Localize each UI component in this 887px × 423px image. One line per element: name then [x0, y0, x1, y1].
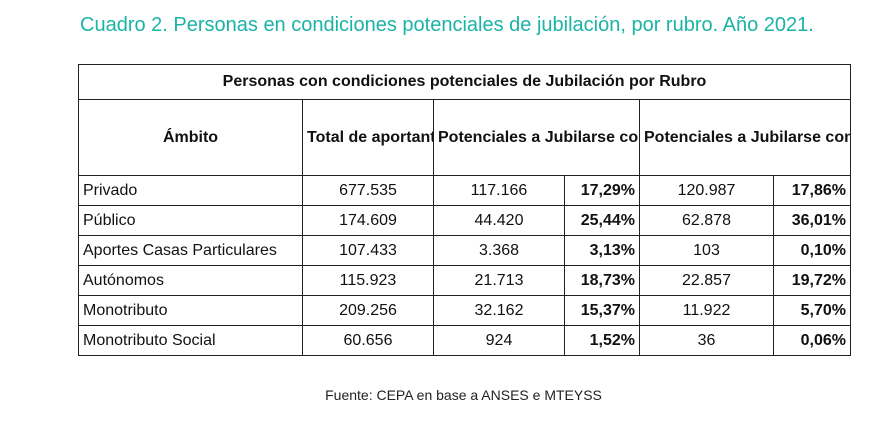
cell-g1-pct: 1,52% — [564, 325, 640, 356]
cell-total: 107.433 — [302, 235, 434, 266]
cell-total: 174.609 — [302, 205, 434, 236]
cell-g1-pct: 3,13% — [564, 235, 640, 266]
table-row: Monotributo Social 60.656 924 1,52% 36 0,06% — [78, 325, 851, 356]
table-row: Privado 677.535 117.166 17,29% 120.987 17,86% — [78, 175, 851, 206]
cell-total: 209.256 — [302, 295, 434, 326]
cell-g2-count: 36 — [639, 325, 774, 356]
cell-total: 60.656 — [302, 325, 434, 356]
cell-g1-count: 32.162 — [433, 295, 565, 326]
cell-g1-count: 21.713 — [433, 265, 565, 296]
cell-g2-count: 120.987 — [639, 175, 774, 206]
table-title-row: Personas con condiciones potenciales de … — [78, 64, 851, 100]
cell-g2-pct: 0,06% — [773, 325, 851, 356]
table-caption: Cuadro 2. Personas en condiciones potenc… — [80, 14, 814, 36]
cell-g2-pct: 36,01% — [773, 205, 851, 236]
header-total: Total de aportantes — [302, 99, 434, 176]
table-row: Aportes Casas Particulares 107.433 3.368 3,… — [78, 235, 851, 266]
cell-g1-pct: 25,44% — [564, 205, 640, 236]
retirement-table: Personas con condiciones potenciales de … — [78, 64, 851, 356]
cell-g2-count: 103 — [639, 235, 774, 266]
cell-g2-pct: 5,70% — [773, 295, 851, 326]
header-group-18-24: Potenciales a Jubilarse con 18 a 24 años… — [433, 99, 640, 176]
table-body: Privado 677.535 117.166 17,29% 120.987 17,86%… — [78, 175, 851, 356]
cell-g1-count: 44.420 — [433, 205, 565, 236]
cell-ambito: Aportes Casas Particulares — [78, 235, 303, 266]
table-row: Monotributo 209.256 32.162 15,37% 11.922 5,70… — [78, 295, 851, 326]
cell-ambito: Público — [78, 205, 303, 236]
header-ambito: Ámbito — [78, 99, 303, 176]
cell-g2-count: 11.922 — [639, 295, 774, 326]
cell-ambito: Monotributo — [78, 295, 303, 326]
cell-ambito: Monotributo Social — [78, 325, 303, 356]
cell-g1-pct: 18,73% — [564, 265, 640, 296]
table-row: Autónomos 115.923 21.713 18,73% 22.857 19,72% — [78, 265, 851, 296]
cell-g1-count: 117.166 — [433, 175, 565, 206]
cell-ambito: Privado — [78, 175, 303, 206]
table-title: Personas con condiciones potenciales de … — [78, 64, 851, 100]
cell-g2-pct: 19,72% — [773, 265, 851, 296]
table-header-row: Ámbito Total de aportantes Potenciales a… — [78, 99, 851, 176]
cell-g2-count: 62.878 — [639, 205, 774, 236]
cell-g2-count: 22.857 — [639, 265, 774, 296]
cell-g2-pct: 0,10% — [773, 235, 851, 266]
source-note: Fuente: CEPA en base a ANSES e MTEYSS — [325, 387, 602, 403]
cell-ambito: Autónomos — [78, 265, 303, 296]
cell-g1-pct: 17,29% — [564, 175, 640, 206]
cell-g1-count: 3.368 — [433, 235, 565, 266]
table-row: Público 174.609 44.420 25,44% 62.878 36,01% — [78, 205, 851, 236]
cell-g1-pct: 15,37% — [564, 295, 640, 326]
cell-g2-pct: 17,86% — [773, 175, 851, 206]
cell-g1-count: 924 — [433, 325, 565, 356]
header-group-25-27: Potenciales a Jubilarse con 25 a 27 años… — [639, 99, 851, 176]
cell-total: 115.923 — [302, 265, 434, 296]
cell-total: 677.535 — [302, 175, 434, 206]
